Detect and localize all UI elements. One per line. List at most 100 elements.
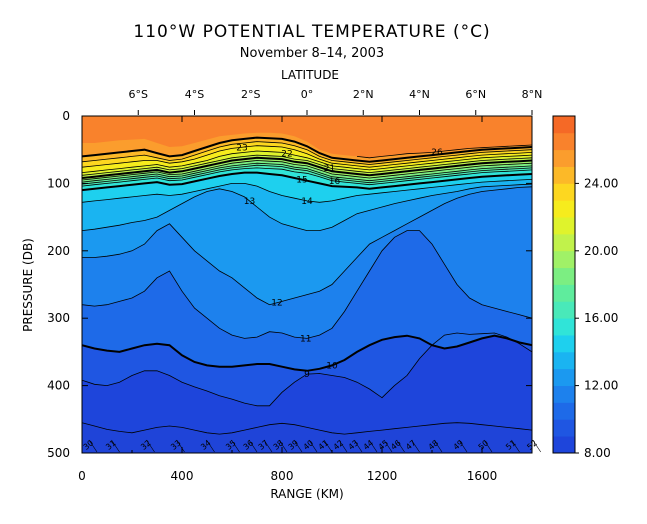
chart-title: 110°W POTENTIAL TEMPERATURE (°C) (133, 22, 490, 42)
latitude-tick-label: 6°N (465, 88, 486, 101)
colorbar-segment (553, 301, 575, 319)
contour-line-22 (82, 150, 532, 173)
contour-label-14: 14 (301, 197, 313, 207)
colorbar-segment (553, 385, 575, 403)
contour-label-23: 23 (236, 143, 247, 153)
station-tick (263, 439, 273, 453)
station-tick (511, 439, 520, 453)
latitude-tick-label: 6°S (129, 88, 148, 101)
latitude-tick-label: 2°N (353, 88, 374, 101)
colorbar-segment (553, 200, 575, 218)
contour-line-16 (82, 167, 532, 187)
y-axis: 0 100 200 300 400 500 (47, 109, 532, 460)
y-tick-label: 200 (47, 244, 70, 258)
x-tick-label: 0 (78, 469, 86, 483)
contour-label-26: 26 (431, 148, 443, 158)
contour-label-9: 9 (304, 370, 310, 380)
station-tick (248, 439, 258, 453)
x-tick-label: 800 (271, 469, 294, 483)
station-tick (353, 439, 363, 453)
station-tick (411, 439, 420, 453)
station-tick (323, 439, 333, 453)
colorbar-segment (553, 250, 575, 269)
station-tick (111, 439, 120, 453)
contour-line-21 (82, 154, 532, 176)
colorbar-tick-label: 12.00 (584, 379, 618, 393)
contour-label-16: 16 (329, 177, 341, 187)
colorbar-segment (553, 368, 575, 386)
colorbar-tick-label: 20.00 (584, 244, 618, 258)
station-tick (206, 439, 215, 453)
contour-line-18 (82, 162, 532, 183)
band-26 (82, 116, 532, 158)
latitude-tick-label: 4°N (409, 88, 430, 101)
contour-labels: 9 10 11 12 13 14 15 16 21 22 23 26 (236, 143, 443, 380)
contour-line-15 (82, 171, 532, 192)
top-axis-label: LATITUDE (281, 68, 339, 82)
contour-line-19 (82, 160, 532, 181)
colorbar-tick-label: 24.00 (584, 176, 618, 190)
colorbar-tick-label: 8.00 (584, 446, 611, 460)
colorbar: 8.00 12.00 16.00 20.00 24.00 (552, 115, 618, 460)
colorbar-segment (553, 217, 575, 235)
y-tick-label: 0 (62, 109, 70, 123)
contour-line-17 (82, 164, 532, 185)
colorbar-segment (553, 351, 575, 370)
station-tick (532, 439, 541, 453)
chart-subtitle: November 8–14, 2003 (240, 46, 384, 61)
station-tick (308, 439, 318, 453)
station-tick (293, 439, 303, 453)
station-tick (383, 439, 393, 453)
colorbar-frame (552, 115, 576, 454)
contour-line-24 (82, 141, 532, 165)
x-axis-label: RANGE (KM) (270, 487, 343, 501)
colorbar-segment (553, 267, 575, 285)
contour-label-11: 11 (300, 334, 311, 344)
colorbar-segment (553, 419, 575, 437)
contour-line-14 (82, 179, 532, 203)
latitude-axis: 6°S 4°S 2°S 0° 2°N 4°N 6°N 8°N (129, 88, 542, 115)
x-tick-label: 1200 (367, 469, 398, 483)
colorbar-segment (553, 402, 575, 420)
y-tick-label: 100 (47, 176, 70, 190)
y-tick-label: 400 (47, 379, 70, 393)
colorbar-segment (553, 284, 575, 302)
station-tick (146, 439, 155, 453)
x-axis: 0 400 800 1200 1600 (78, 116, 497, 483)
contour-label-15: 15 (296, 176, 307, 186)
station-tick (483, 439, 493, 453)
station-tick (433, 439, 443, 453)
colorbar-segment (553, 132, 575, 151)
colorbar-segment (553, 335, 575, 353)
contour-label-22: 22 (281, 149, 292, 159)
contour-line-13 (82, 183, 532, 231)
station-tick (176, 439, 185, 453)
contour-line-23 (82, 145, 532, 168)
y-tick-label: 300 (47, 311, 70, 325)
contour-line-8 (82, 422, 532, 435)
station-tick (458, 439, 468, 453)
colorbar-segment (553, 183, 575, 201)
contour-label-21: 21 (324, 164, 335, 174)
x-tick-label: 1600 (467, 469, 498, 483)
y-axis-label: PRESSURE (DB) (21, 238, 35, 332)
station-tick (368, 439, 378, 453)
contour-line-20 (82, 156, 532, 179)
station-tick (88, 439, 98, 453)
colorbar-segment (553, 116, 575, 134)
contour-line-12 (82, 186, 532, 306)
contour-line-11 (82, 230, 532, 339)
colorbar-tick-label: 16.00 (584, 311, 618, 325)
station-tick (278, 439, 288, 453)
colorbar-segment (553, 149, 575, 167)
colorbar-segment (553, 436, 575, 454)
plot-frame (81, 115, 533, 454)
contour-label-10: 10 (326, 361, 338, 371)
contour-line-26 (356, 144, 532, 159)
y-tick-label: 500 (47, 446, 70, 460)
contour-label-13: 13 (244, 197, 255, 207)
contour-lines (82, 136, 532, 435)
x-tick-label: 400 (171, 469, 194, 483)
